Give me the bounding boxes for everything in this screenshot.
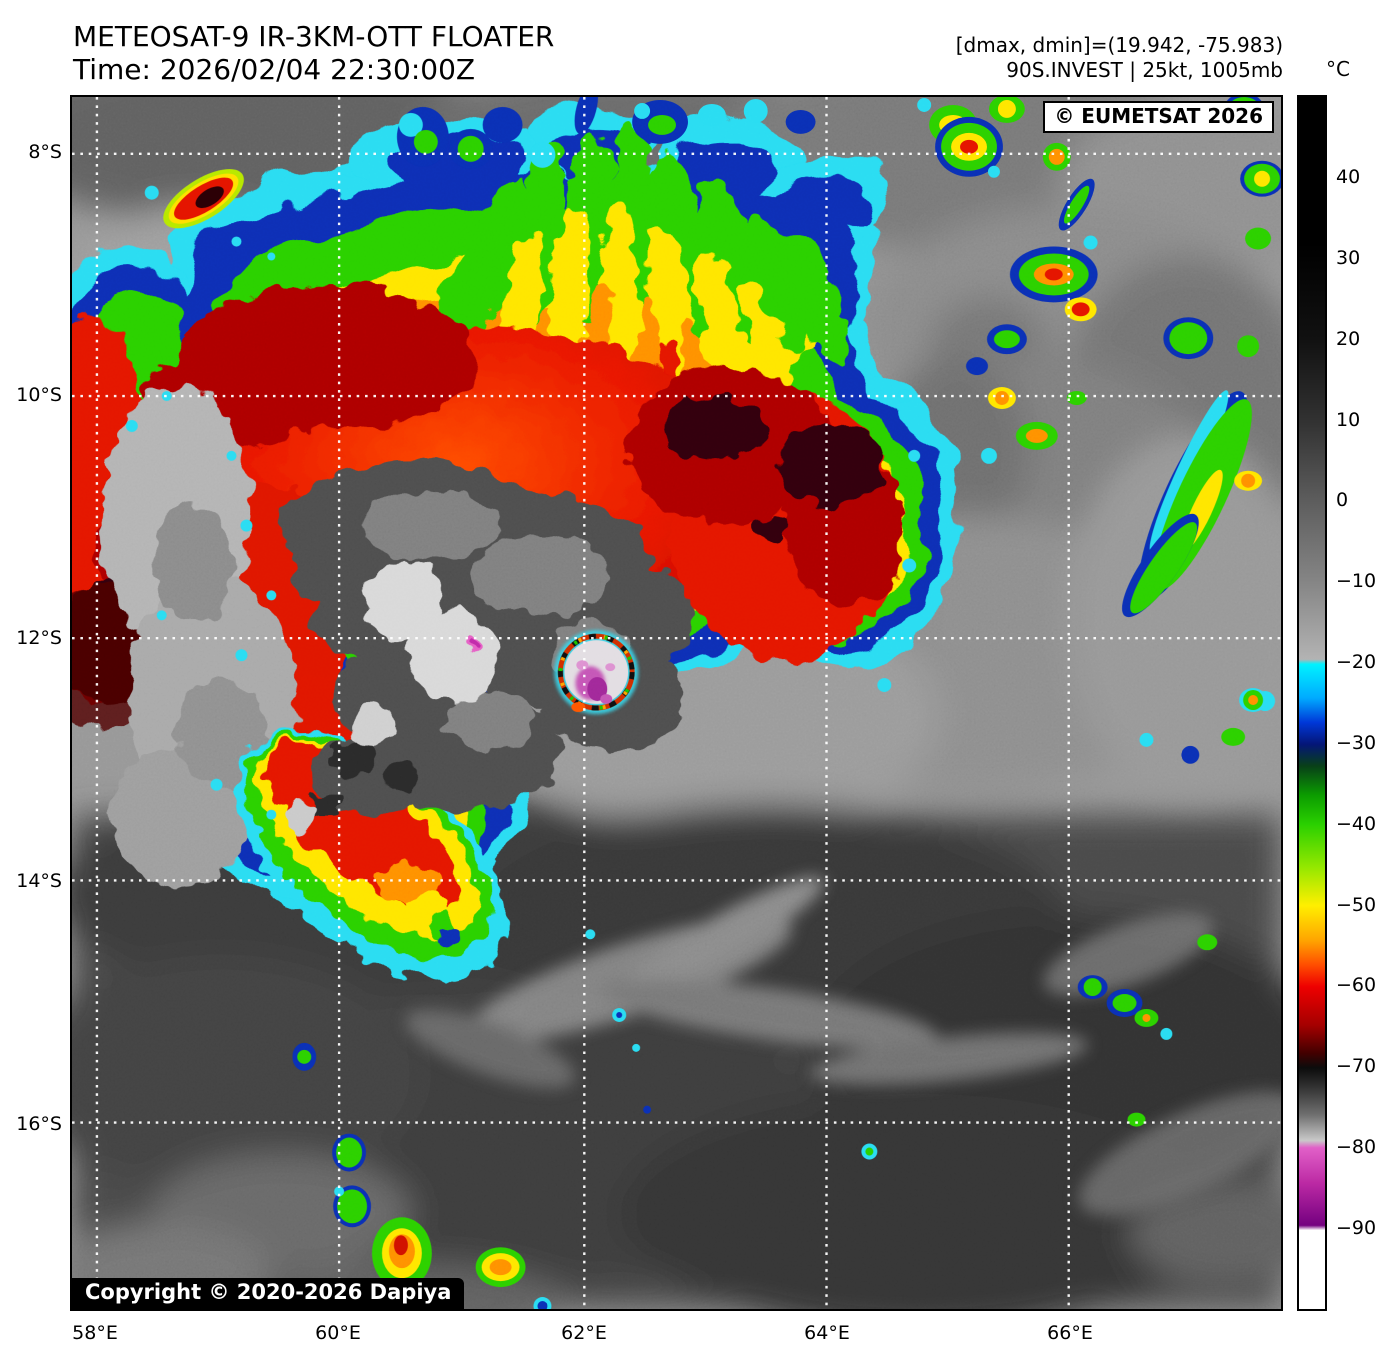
lon-tick-64e: 64°E (804, 1322, 850, 1344)
copyright-badge: Copyright © 2020-2026 Dapiya (72, 1278, 465, 1309)
cbar-tick-n50: −50 (1336, 894, 1377, 916)
product-time: Time: 2026/02/04 22:30:00Z (73, 53, 476, 86)
cbar-tick-n20: −20 (1336, 651, 1377, 673)
lat-tick-10s: 10°S (16, 384, 62, 406)
cbar-tick-n70: −70 (1336, 1055, 1377, 1077)
storm-info-readout: 90S.INVEST | 25kt, 1005mb (1006, 58, 1283, 82)
colorbar-unit-label: °C (1326, 57, 1350, 81)
cbar-tick-n40: −40 (1336, 813, 1377, 835)
lat-tick-14s: 14°S (16, 870, 62, 892)
cbar-tick-10: 10 (1336, 409, 1361, 431)
dmax-dmin-readout: [dmax, dmin]=(19.942, -75.983) (955, 33, 1283, 57)
lat-tick-12s: 12°S (16, 627, 62, 649)
title-block: METEOSAT-9 IR-3KM-OTT FLOATER Time: 2026… (73, 20, 554, 86)
cbar-tick-40: 40 (1336, 166, 1361, 188)
cbar-tick-n60: −60 (1336, 974, 1377, 996)
ir-noise-texture (72, 97, 1281, 1309)
lon-tick-58e: 58°E (72, 1322, 118, 1344)
satellite-ir-image (72, 97, 1281, 1309)
cbar-tick-n10: −10 (1336, 570, 1377, 592)
lon-tick-62e: 62°E (561, 1322, 607, 1344)
lat-tick-16s: 16°S (16, 1113, 62, 1135)
latlon-grid (72, 97, 1281, 1309)
cbar-tick-20: 20 (1336, 328, 1361, 350)
cbar-tick-30: 30 (1336, 247, 1361, 269)
cbar-tick-n30: −30 (1336, 732, 1377, 754)
lon-tick-66e: 66°E (1047, 1322, 1093, 1344)
product-title: METEOSAT-9 IR-3KM-OTT FLOATER (73, 20, 555, 53)
cbar-tick-0: 0 (1336, 489, 1349, 511)
temperature-colorbar (1297, 95, 1327, 1311)
lat-tick-8s: 8°S (28, 141, 62, 163)
cbar-tick-n80: −80 (1336, 1136, 1377, 1158)
cbar-tick-n90: −90 (1336, 1217, 1377, 1239)
info-block: [dmax, dmin]=(19.942, -75.983) 90S.INVES… (956, 33, 1283, 83)
eumetsat-credit-badge: © EUMETSAT 2026 (1043, 101, 1274, 133)
lon-tick-60e: 60°E (315, 1322, 361, 1344)
satellite-image-panel: © EUMETSAT 2026 Copyright © 2020-2026 Da… (70, 95, 1283, 1311)
